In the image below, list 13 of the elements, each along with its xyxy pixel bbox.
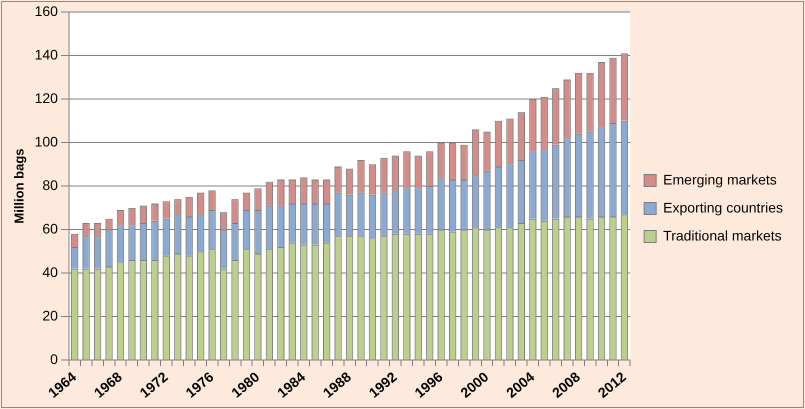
y-tick-label: 40 bbox=[42, 264, 58, 280]
y-tick-label: 0 bbox=[50, 350, 58, 367]
y-tick-label: 20 bbox=[42, 307, 58, 324]
y-tick-label: 100 bbox=[34, 133, 58, 150]
y-tick-label: 60 bbox=[42, 220, 58, 236]
y-axis-title: Million bags bbox=[11, 148, 26, 224]
legend-label: Emerging markets bbox=[663, 171, 777, 188]
y-tick-label: 160 bbox=[34, 2, 58, 19]
legend-label: Exporting countries bbox=[663, 199, 784, 216]
y-tick-label: 80 bbox=[42, 176, 58, 193]
y-tick-label: 140 bbox=[34, 46, 58, 62]
legend-label: Traditional markets bbox=[663, 227, 782, 244]
y-tick-label: 120 bbox=[34, 90, 58, 106]
